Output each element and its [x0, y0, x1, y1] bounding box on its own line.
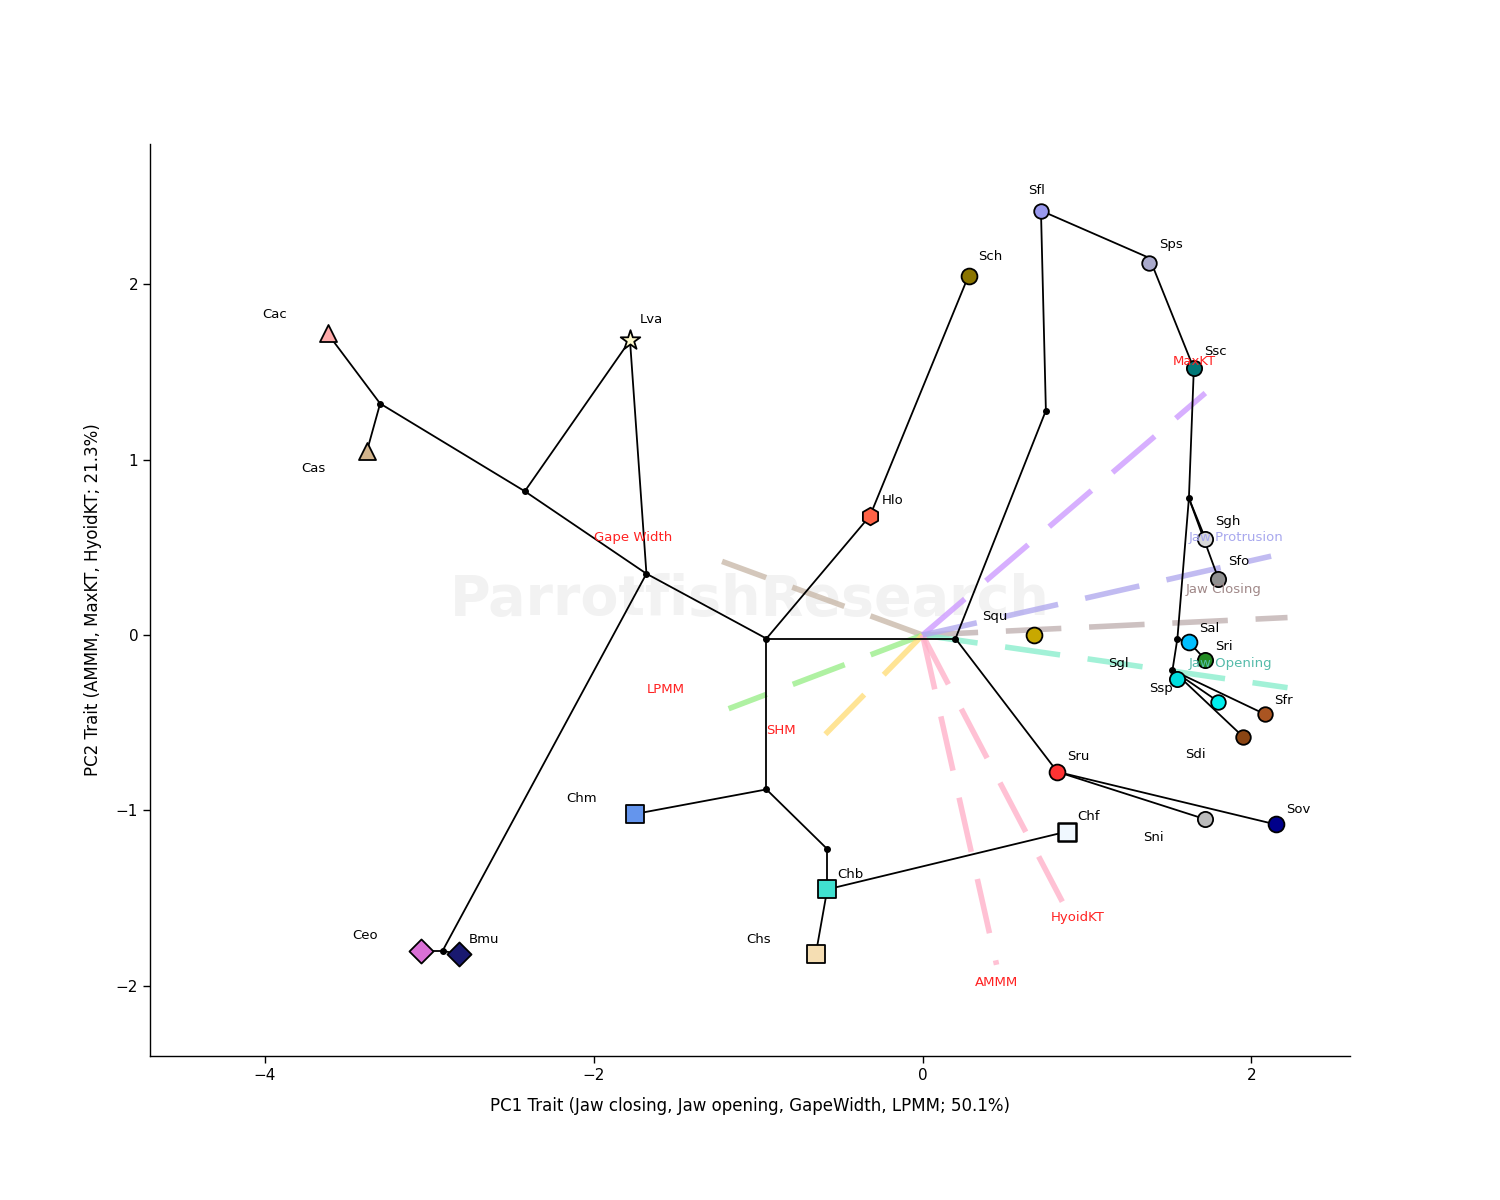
Point — [1056, 822, 1080, 841]
Point — [816, 880, 840, 899]
Text: Sgh: Sgh — [1215, 515, 1240, 528]
Text: Cas: Cas — [302, 462, 326, 475]
Text: Sps: Sps — [1160, 238, 1184, 251]
Text: Sov: Sov — [1286, 803, 1311, 816]
Point — [1178, 632, 1202, 652]
Point — [1206, 569, 1230, 588]
Point — [1046, 762, 1070, 781]
Point — [618, 331, 642, 350]
Text: AMMM: AMMM — [975, 977, 1018, 989]
Point — [858, 506, 882, 526]
Point — [1264, 815, 1288, 834]
Text: Sgl: Sgl — [1108, 658, 1130, 670]
Text: Gape Width: Gape Width — [594, 530, 672, 544]
Point — [1194, 650, 1218, 670]
Text: HyoidKT: HyoidKT — [1052, 912, 1104, 924]
Text: Sal: Sal — [1198, 622, 1219, 635]
Text: Sfl: Sfl — [1028, 184, 1044, 197]
Point — [1252, 704, 1276, 724]
Text: Hlo: Hlo — [882, 494, 903, 508]
Point — [1182, 359, 1206, 378]
Text: Jaw Closing: Jaw Closing — [1185, 583, 1262, 596]
Text: Sni: Sni — [1143, 830, 1164, 844]
Text: ParrotfishResearch: ParrotfishResearch — [450, 572, 1050, 626]
Point — [356, 442, 380, 461]
Point — [957, 266, 981, 286]
Text: Lva: Lva — [640, 313, 663, 326]
Text: Ceo: Ceo — [352, 929, 378, 942]
Text: Sdi: Sdi — [1185, 749, 1206, 761]
Point — [622, 804, 646, 823]
X-axis label: PC1 Trait (Jaw closing, Jaw opening, GapeWidth, LPMM; 50.1%): PC1 Trait (Jaw closing, Jaw opening, Gap… — [490, 1097, 1010, 1115]
Point — [1194, 810, 1218, 829]
Point — [804, 944, 828, 964]
Text: Sch: Sch — [978, 251, 1002, 263]
Text: Chb: Chb — [837, 868, 864, 881]
Text: Bmu: Bmu — [470, 932, 500, 946]
Y-axis label: PC2 Trait (AMMM, MaxKT, HyoidKT; 21.3%): PC2 Trait (AMMM, MaxKT, HyoidKT; 21.3%) — [84, 424, 102, 776]
Point — [1166, 670, 1190, 689]
Text: Ssp: Ssp — [1149, 682, 1173, 695]
Point — [1029, 202, 1053, 221]
Text: Jaw Protrusion: Jaw Protrusion — [1190, 530, 1284, 544]
Text: Sri: Sri — [1215, 640, 1233, 653]
Point — [1023, 625, 1047, 644]
Text: LPMM: LPMM — [646, 684, 684, 696]
Text: SHM: SHM — [766, 724, 796, 737]
Text: Sfo: Sfo — [1228, 556, 1250, 569]
Point — [447, 944, 471, 964]
Text: Squ: Squ — [982, 610, 1006, 623]
Point — [1137, 253, 1161, 272]
Text: Cac: Cac — [262, 308, 286, 322]
Point — [1206, 692, 1230, 712]
Text: Ssc: Ssc — [1203, 344, 1227, 358]
Text: Sru: Sru — [1068, 750, 1089, 763]
Point — [1194, 529, 1218, 548]
Point — [410, 941, 434, 960]
Point — [315, 324, 339, 343]
Text: Chm: Chm — [566, 792, 597, 805]
Text: Chf: Chf — [1077, 810, 1100, 823]
Text: Jaw Opening: Jaw Opening — [1190, 658, 1272, 670]
Text: MaxKT: MaxKT — [1173, 355, 1215, 368]
Text: Chs: Chs — [747, 932, 771, 946]
Point — [1232, 727, 1256, 746]
Text: Sfr: Sfr — [1275, 694, 1293, 707]
